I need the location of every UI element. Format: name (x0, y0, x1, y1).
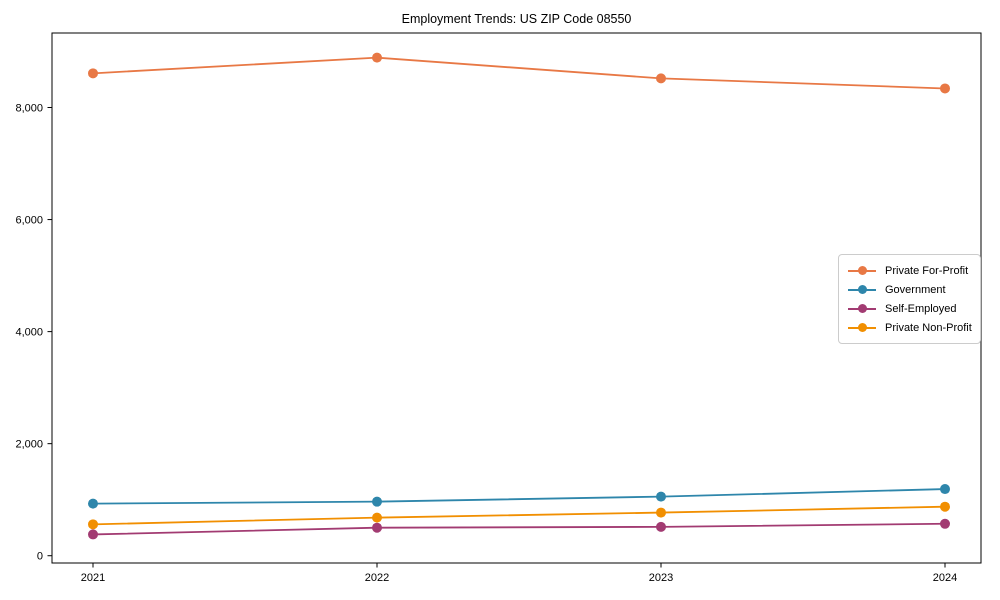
data-point-self-employed (372, 522, 382, 533)
legend-label: Government (885, 283, 946, 296)
x-tick-label: 2023 (649, 572, 673, 584)
data-point-self-employed (88, 529, 98, 540)
legend: Private For-Profit Government Self-Employe… (838, 254, 981, 344)
legend-item-self-employed: Self-Employed (848, 300, 970, 317)
data-point-government (656, 491, 666, 502)
legend-item-private-for-profit: Private For-Profit (848, 262, 970, 279)
data-point-private-for-profit (940, 83, 950, 94)
y-tick-label: 4,000 (15, 326, 43, 338)
data-point-private-for-profit (656, 73, 666, 84)
legend-label: Private Non-Profit (885, 321, 972, 334)
data-point-private-non-profit (372, 512, 382, 523)
data-point-self-employed (656, 521, 666, 532)
legend-marker-icon (848, 323, 876, 332)
x-tick-label: 2024 (933, 572, 957, 584)
data-point-private-for-profit (372, 52, 382, 63)
legend-marker-icon (848, 304, 876, 313)
data-point-private-non-profit (656, 507, 666, 518)
series-line-private-for-profit (92, 56, 946, 90)
plot-frame (51, 32, 982, 564)
data-point-government (372, 496, 382, 507)
x-tick-label: 2021 (81, 572, 105, 584)
legend-marker-icon (848, 285, 876, 294)
y-tick-label: 2,000 (15, 438, 43, 450)
legend-marker-icon (848, 266, 876, 275)
x-tick-label: 2022 (365, 572, 389, 584)
series-line-private-non-profit (92, 505, 946, 526)
data-point-private-non-profit (940, 501, 950, 512)
data-point-private-non-profit (88, 519, 98, 530)
y-tick-label: 0 (37, 551, 43, 563)
data-point-private-for-profit (88, 68, 98, 79)
data-point-government (88, 498, 98, 509)
legend-item-government: Government (848, 281, 970, 298)
data-point-government (940, 484, 950, 495)
data-point-self-employed (940, 518, 950, 529)
y-tick-label: 6,000 (15, 214, 43, 226)
legend-label: Self-Employed (885, 302, 957, 315)
series-line-government (92, 488, 946, 505)
series-line-self-employed (92, 522, 946, 536)
y-tick-label: 8,000 (15, 102, 43, 114)
legend-item-private-non-profit: Private Non-Profit (848, 319, 972, 336)
chart-title: Employment Trends: US ZIP Code 08550 (401, 12, 632, 26)
legend-label: Private For-Profit (885, 264, 969, 277)
